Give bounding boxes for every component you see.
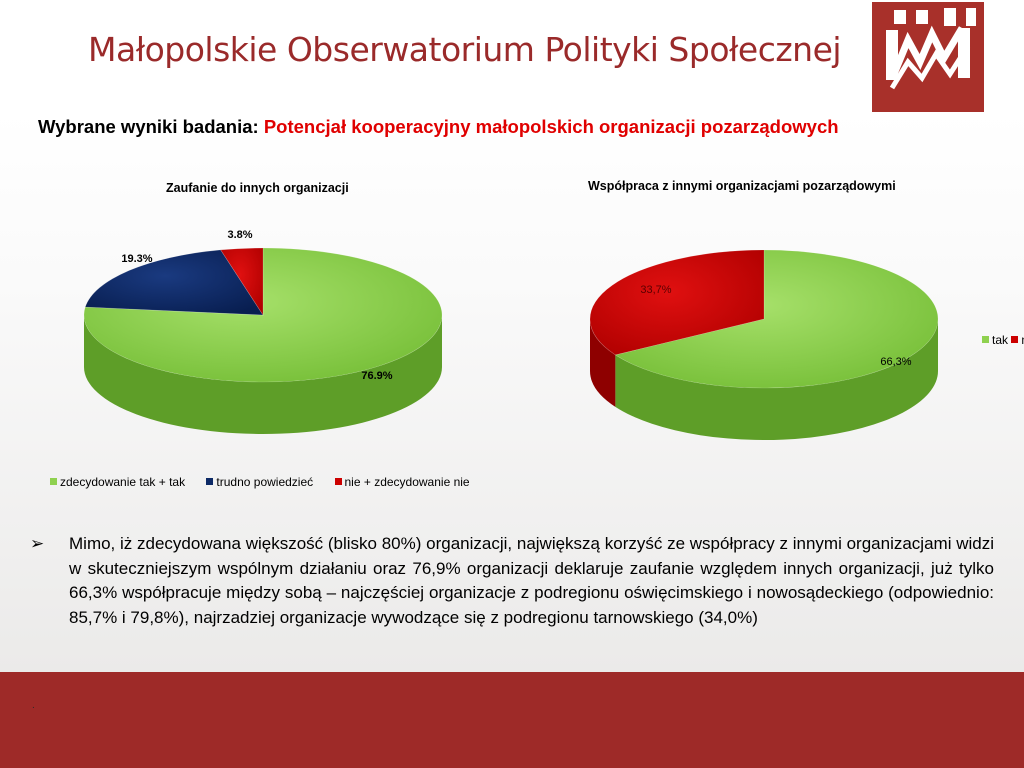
pie-data-label: 19.3%: [121, 253, 152, 265]
chart-1-title: Zaufanie do innych organizacji: [166, 181, 349, 195]
chart-1-plot: 76.9% 19.3% 3.8%: [83, 229, 443, 434]
bullet-point: ➢ Mimo, iż zdecydowana większość (blisko…: [30, 532, 994, 630]
legend-label: nie: [1021, 333, 1024, 347]
subtitle-accent: Potencjał kooperacyjny małopolskich orga…: [263, 116, 839, 137]
legend-swatch: [1011, 336, 1019, 343]
subtitle-lead: Wybrane wyniki badania:: [38, 116, 259, 137]
pie-slice: [84, 249, 264, 316]
legend-swatch: [334, 478, 342, 485]
legend-item: nie + zdecydowanie nie: [334, 474, 470, 489]
bullet-text: Mimo, iż zdecydowana większość (blisko 8…: [69, 534, 994, 627]
pie-slice: [614, 249, 939, 389]
chart-2-title: Współpraca z innymi organizacjami pozarz…: [588, 179, 896, 193]
pie-slice-side: [590, 319, 616, 407]
legend-label: zdecydowanie tak + tak: [60, 474, 186, 489]
chart-1-legend: zdecydowanie tak + tak trudno powiedzieć…: [50, 474, 470, 489]
legend-label: trudno powiedzieć: [216, 474, 314, 489]
charts-canvas: 76.9% 19.3% 3.8% 66,3% 33,7%: [83, 229, 939, 441]
pie-data-label: 76.9%: [361, 370, 392, 382]
pie-slice: [220, 247, 264, 317]
legend-label: nie + zdecydowanie nie: [344, 474, 470, 489]
pie-data-label: 33,7%: [640, 284, 671, 296]
legend-item: zdecydowanie tak + tak: [50, 475, 185, 489]
legend-swatch: [50, 478, 57, 485]
pie-data-label: 3.8%: [227, 229, 252, 241]
pie-data-label: 66,3%: [880, 356, 911, 368]
legend-label: tak: [992, 332, 1009, 347]
legend-item: trudno powiedzieć: [206, 475, 313, 489]
chart-2-plot: 66,3% 33,7%: [589, 249, 939, 441]
org-title: Małopolskie Obserwatorium Polityki Społe…: [88, 30, 842, 69]
chart-2-legend: tak nie: [982, 332, 1024, 356]
slide-subtitle: Wybrane wyniki badania: Potencjał kooper…: [38, 116, 839, 138]
pie-slice: [83, 247, 443, 383]
legend-swatch: [206, 478, 214, 485]
legend-swatch: [982, 336, 989, 343]
mops-logo-icon: [872, 2, 984, 112]
legend-item: nie: [1011, 333, 1024, 347]
pie-slice: [589, 249, 765, 356]
arrow-bullet-icon: ➢: [30, 534, 45, 553]
header: Małopolskie Obserwatorium Polityki Społe…: [0, 0, 1024, 112]
pie-slice-side: [84, 315, 442, 434]
footer-mark: .: [32, 700, 35, 711]
legend-item: tak: [982, 333, 1008, 347]
footer-bar: .: [0, 672, 1024, 768]
pie-slice-side: [615, 319, 938, 441]
